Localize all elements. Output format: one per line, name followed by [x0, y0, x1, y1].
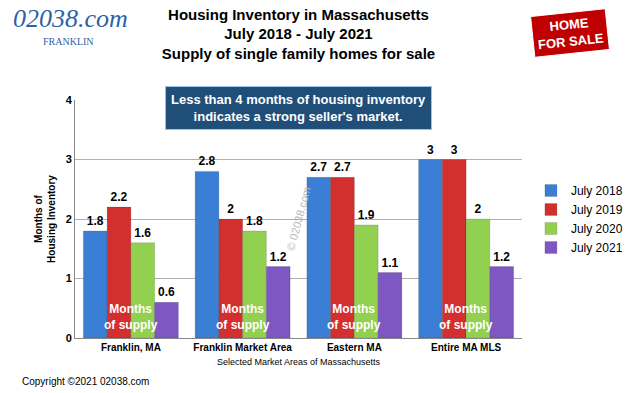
svg-text:0.6: 0.6 — [158, 285, 175, 299]
svg-text:1.8: 1.8 — [246, 214, 263, 228]
svg-text:1: 1 — [66, 272, 72, 284]
svg-text:3: 3 — [451, 143, 458, 157]
svg-text:1.6: 1.6 — [134, 226, 151, 240]
svg-text:HOMEFOR SALE: HOMEFOR SALE — [536, 14, 605, 53]
svg-text:4: 4 — [66, 94, 73, 106]
svg-text:2: 2 — [66, 213, 72, 225]
svg-text:Monthsof supply: Monthsof supply — [216, 302, 270, 332]
svg-text:1.8: 1.8 — [87, 214, 104, 228]
svg-text:2.7: 2.7 — [310, 160, 327, 174]
svg-text:Monthsof supply: Monthsof supply — [104, 302, 158, 332]
svg-text:Selected Market Areas of Massa: Selected Market Areas of Massachusetts — [217, 357, 381, 367]
svg-text:1.9: 1.9 — [358, 208, 375, 222]
svg-text:2: 2 — [227, 202, 234, 216]
svg-text:1.2: 1.2 — [270, 250, 287, 264]
svg-text:July 2021: July 2021 — [571, 241, 623, 255]
svg-text:3: 3 — [427, 143, 434, 157]
svg-text:Months ofHousing Inventory: Months ofHousing Inventory — [33, 175, 57, 263]
svg-text:1.1: 1.1 — [381, 256, 398, 270]
svg-text:Franklin Market Area: Franklin Market Area — [193, 342, 292, 353]
svg-text:July 2019: July 2019 — [571, 203, 623, 217]
svg-text:1.2: 1.2 — [493, 250, 510, 264]
svg-text:2.2: 2.2 — [111, 190, 128, 204]
svg-text:02038.com: 02038.com — [13, 4, 128, 33]
svg-text:2: 2 — [475, 202, 482, 216]
svg-text:FRANKLIN: FRANKLIN — [43, 36, 94, 47]
svg-text:3: 3 — [66, 153, 72, 165]
svg-text:July 2018: July 2018 — [571, 184, 623, 198]
svg-text:July 2020: July 2020 — [571, 222, 623, 236]
svg-text:Eastern MA: Eastern MA — [327, 342, 382, 353]
svg-text:2.8: 2.8 — [199, 154, 216, 168]
svg-text:Franklin, MA: Franklin, MA — [101, 342, 161, 353]
svg-text:Copyright ©2021 02038.com: Copyright ©2021 02038.com — [22, 376, 149, 387]
svg-text:Less than 4 months of housing: Less than 4 months of housing inventoryi… — [171, 92, 426, 124]
svg-text:0: 0 — [66, 332, 72, 344]
svg-text:Housing Inventory in Massachus: Housing Inventory in MassachusettsJuly 2… — [162, 6, 435, 62]
svg-text:© 02038.com: © 02038.com — [284, 185, 313, 251]
svg-text:Monthsof supply: Monthsof supply — [439, 302, 493, 332]
svg-text:2.7: 2.7 — [334, 160, 351, 174]
svg-text:Monthsof supply: Monthsof supply — [327, 302, 381, 332]
svg-text:Entire MA MLS: Entire MA MLS — [431, 342, 502, 353]
